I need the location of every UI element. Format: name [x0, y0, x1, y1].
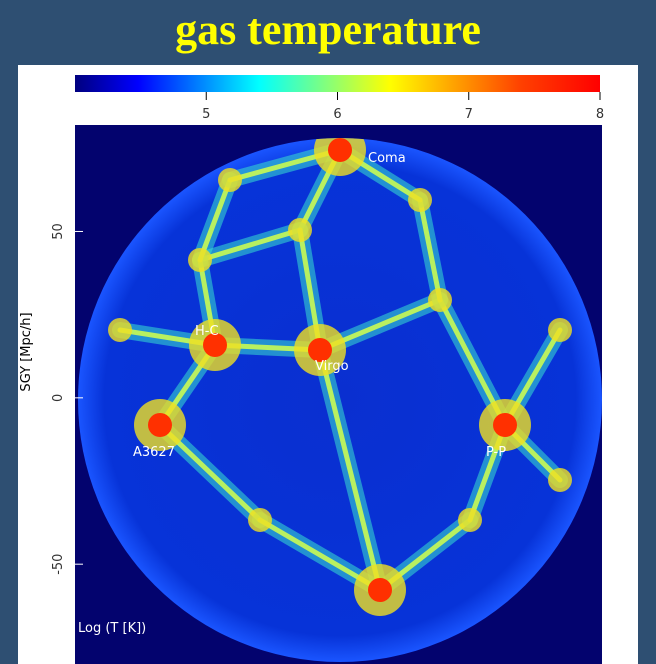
slide: gas temperature SGY [Mpc/h] Log (T [K]) …	[0, 0, 656, 664]
halo	[548, 468, 572, 492]
annotation: A3627	[133, 445, 175, 460]
halo	[108, 318, 132, 342]
colorbar	[75, 75, 600, 92]
colorbar-tick-label: 5	[202, 107, 210, 122]
halo-core	[148, 413, 172, 437]
halo	[458, 508, 482, 532]
y-axis-label: SGY [Mpc/h]	[19, 312, 34, 391]
y-tick-label: -50	[51, 554, 66, 575]
halo-core	[493, 413, 517, 437]
y-tick-label: 50	[51, 223, 66, 240]
halo	[288, 218, 312, 242]
halo	[548, 318, 572, 342]
corner-label: Log (T [K])	[78, 621, 146, 636]
annotation: Coma	[368, 151, 406, 166]
colorbar-tick-label: 7	[465, 107, 473, 122]
figure: SGY [Mpc/h] Log (T [K]) Coma H-C Virgo A…	[0, 0, 656, 664]
colorbar-tick-label: 8	[596, 107, 604, 122]
halo	[188, 248, 212, 272]
y-tick-label: 0	[51, 394, 66, 402]
colorbar-tick-label: 6	[333, 107, 341, 122]
halo	[428, 288, 452, 312]
halo-core	[328, 138, 352, 162]
halo-core	[368, 578, 392, 602]
halo	[248, 508, 272, 532]
annotation: H-C	[195, 324, 219, 339]
halo	[408, 188, 432, 212]
annotation: Virgo	[315, 359, 349, 374]
halo	[218, 168, 242, 192]
annotation: P-P	[486, 445, 506, 460]
